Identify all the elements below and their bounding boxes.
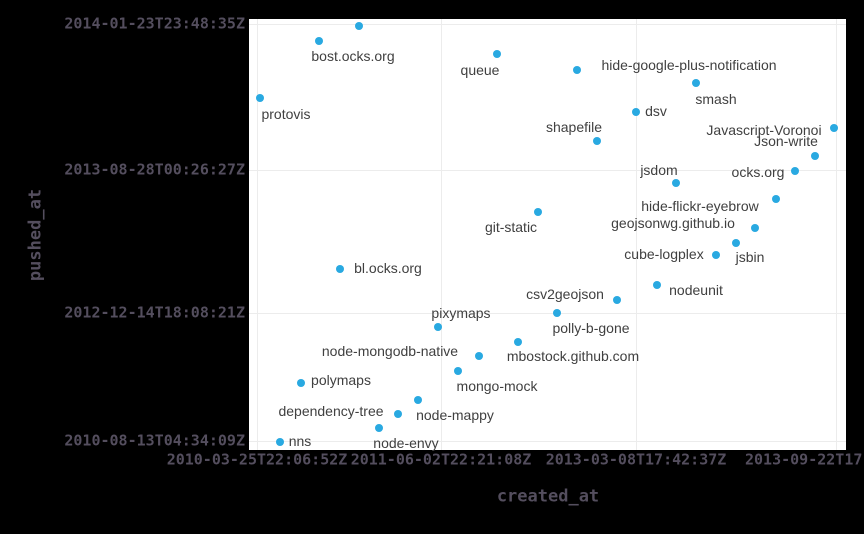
- x-gridline: [636, 19, 637, 450]
- point-label: pixymaps: [431, 305, 491, 321]
- point-label: polymaps: [311, 372, 371, 388]
- data-point: [811, 152, 819, 160]
- x-tick-label: 2013-03-08T17:42:37Z: [545, 450, 727, 469]
- x-gridline: [257, 19, 258, 450]
- data-point: [553, 309, 561, 317]
- y-gridline: [249, 441, 846, 442]
- plot-area: [249, 19, 846, 450]
- point-label: csv2geojson: [526, 286, 604, 302]
- x-tick-label: 2013-09-22T17: [745, 450, 863, 469]
- data-point: [692, 79, 700, 87]
- data-point: [593, 137, 601, 145]
- point-label: mongo-mock: [456, 378, 538, 394]
- point-label: Json-write: [754, 133, 818, 149]
- point-label: bost.ocks.org: [311, 48, 395, 64]
- x-tick-label: 2010-03-25T22:06:52Z: [166, 450, 348, 469]
- y-axis-title: pushed_at: [25, 188, 46, 282]
- data-point: [772, 195, 780, 203]
- data-point: [336, 265, 344, 273]
- point-label: cube-logplex: [624, 246, 704, 262]
- point-label: nodeunit: [669, 282, 723, 298]
- point-label: nns: [288, 433, 312, 449]
- data-point: [514, 338, 522, 346]
- point-label: protovis: [261, 106, 311, 122]
- point-label: git-static: [484, 219, 538, 235]
- data-point: [751, 224, 759, 232]
- data-point: [534, 208, 542, 216]
- point-label: hide-flickr-eyebrow: [641, 198, 759, 214]
- point-label: geojsonwg.github.io: [611, 215, 735, 231]
- data-point: [830, 124, 838, 132]
- point-label: queue: [460, 62, 500, 78]
- data-point: [475, 352, 483, 360]
- y-tick-label: 2010-08-13T04:34:09Z: [64, 431, 245, 450]
- point-label: dependency-tree: [278, 403, 384, 419]
- point-label: jsbin: [735, 249, 765, 265]
- data-point: [493, 50, 501, 58]
- x-axis-title: created_at: [496, 486, 600, 507]
- point-label: dsv: [645, 103, 667, 119]
- point-label: mbostock.github.com: [506, 348, 640, 364]
- point-label: jsdom: [640, 162, 678, 178]
- point-label: ocks.org: [731, 164, 785, 180]
- data-point: [791, 167, 799, 175]
- data-point: [394, 410, 402, 418]
- point-label: Javascript-Voronoi: [706, 122, 822, 138]
- data-point: [297, 379, 305, 387]
- y-tick-label: 2013-08-28T00:26:27Z: [64, 160, 245, 179]
- x-tick-label: 2011-06-02T22:21:08Z: [350, 450, 532, 469]
- data-point: [315, 37, 323, 45]
- point-label: hide-google-plus-notification: [601, 57, 777, 73]
- data-point: [712, 251, 720, 259]
- y-tick-label: 2014-01-23T23:48:35Z: [64, 14, 245, 33]
- point-label: smash: [695, 91, 737, 107]
- data-point: [434, 323, 442, 331]
- point-label: node-mongodb-native: [321, 343, 459, 359]
- data-point: [454, 367, 462, 375]
- point-label: node-envy: [373, 435, 439, 451]
- point-label: shapefile: [545, 119, 603, 135]
- y-tick-label: 2012-12-14T18:08:21Z: [64, 303, 245, 322]
- data-point: [375, 424, 383, 432]
- x-gridline: [836, 19, 837, 450]
- data-point: [573, 66, 581, 74]
- y-gridline: [249, 170, 846, 171]
- y-gridline: [249, 313, 846, 314]
- x-gridline: [441, 19, 442, 450]
- point-label: polly-b-gone: [552, 320, 630, 336]
- data-point: [732, 239, 740, 247]
- data-point: [672, 179, 680, 187]
- point-label: node-mappy: [416, 407, 494, 423]
- y-gridline: [249, 24, 846, 25]
- data-point: [632, 108, 640, 116]
- data-point: [276, 438, 284, 446]
- data-point: [256, 94, 264, 102]
- point-label: bl.ocks.org: [354, 260, 422, 276]
- data-point: [414, 396, 422, 404]
- data-point: [653, 281, 661, 289]
- data-point: [355, 22, 363, 30]
- data-point: [613, 296, 621, 304]
